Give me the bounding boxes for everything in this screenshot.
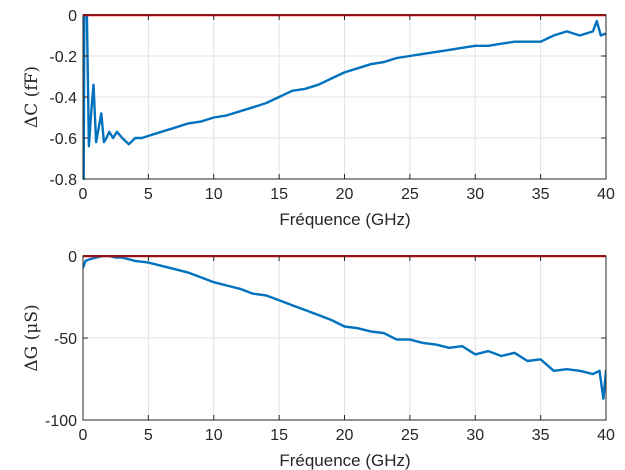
chart-1-ytick-label-1: -50 [54,331,77,348]
chart-0-ytick-label-4: -0.8 [49,172,77,189]
chart-0-xtick-label-6: 30 [466,186,484,203]
chart-capacitance-delta: Fréquence (GHz) ΔC (fF) 0 5 10 15 20 25 30 35 40… [22,8,615,229]
chart-1-xtick-label-6: 30 [466,427,484,444]
chart-0-ytick-label-3: -0.6 [49,131,77,148]
chart-1-xtick-label-3: 15 [270,427,288,444]
chart-1-xtick-label-1: 5 [144,427,153,444]
chart-1-grid [83,256,606,420]
chart-1-ytick-label-2: -100 [45,413,77,430]
chart-1-ytick-label-0: 0 [68,249,77,266]
chart-conductance-delta: Fréquence (GHz) ΔG (μS) 0 5 10 15 20 25 30 35 40… [22,249,615,470]
chart-0-xtick-label-2: 10 [205,186,223,203]
chart-1-xtick-label-7: 35 [532,427,550,444]
chart-1-xlabel: Fréquence (GHz) [279,451,410,470]
chart-0-xtick-label-7: 35 [532,186,550,203]
chart-1-xtick-label-8: 40 [597,427,615,444]
chart-1-xtick-label-0: 0 [79,427,88,444]
chart-0-xtick-label-3: 15 [270,186,288,203]
chart-1-xtick-label-4: 20 [336,427,354,444]
chart-0-ytick-label-1: -0.2 [49,49,77,66]
chart-0-xtick-label-4: 20 [336,186,354,203]
chart-1-series-0-line [83,255,606,400]
chart-1-xtick-label-2: 10 [205,427,223,444]
chart-0-series-0-line [83,14,606,180]
chart-0-ytick-label-2: -0.4 [49,90,77,107]
chart-1-xtick-label-5: 25 [401,427,419,444]
chart-0-xlabel: Fréquence (GHz) [279,210,410,229]
chart-0-ylabel: ΔC (fF) [22,66,42,128]
chart-1-ylabel: ΔG (μS) [22,304,42,371]
chart-0-xtick-label-8: 40 [597,186,615,203]
chart-0-xtick-label-0: 0 [79,186,88,203]
chart-0-xtick-label-1: 5 [144,186,153,203]
chart-0-xtick-label-5: 25 [401,186,419,203]
chart-0-ytick-label-0: 0 [68,8,77,25]
